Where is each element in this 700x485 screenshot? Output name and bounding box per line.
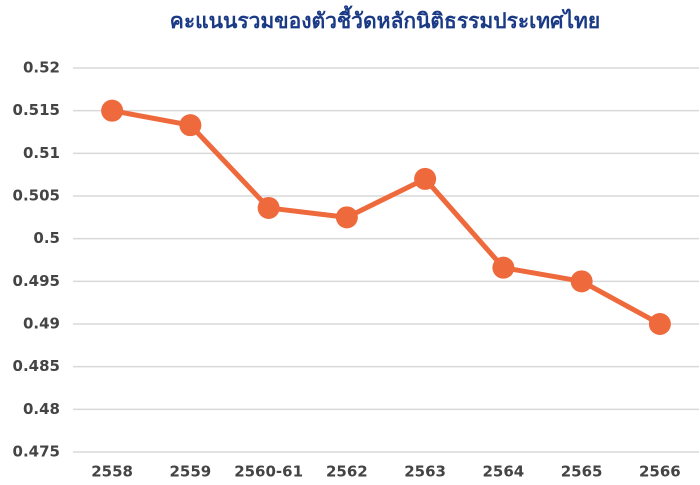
y-tick-label: 0.48 — [23, 400, 60, 418]
data-point — [492, 256, 515, 279]
data-point — [101, 99, 124, 122]
data-point — [257, 196, 280, 219]
y-tick-label: 0.5 — [33, 229, 60, 247]
y-tick-label: 0.495 — [13, 272, 60, 290]
data-point — [414, 167, 437, 190]
x-tick-label: 2560-61 — [234, 463, 303, 481]
data-point — [570, 270, 593, 293]
y-tick-label: 0.51 — [23, 144, 60, 162]
y-tick-label: 0.49 — [23, 315, 60, 333]
x-tick-label: 2564 — [483, 463, 525, 481]
y-tick-label: 0.475 — [13, 443, 60, 461]
x-tick-label: 2565 — [561, 463, 603, 481]
x-tick-label: 2566 — [639, 463, 681, 481]
y-tick-label: 0.515 — [13, 101, 60, 119]
x-tick-label: 2559 — [170, 463, 212, 481]
x-tick-label: 2558 — [91, 463, 133, 481]
y-tick-label: 0.485 — [13, 357, 60, 375]
y-tick-label: 0.505 — [13, 187, 60, 205]
data-point — [335, 206, 358, 229]
series-line — [111, 108, 662, 327]
data-point — [179, 114, 202, 137]
data-point — [648, 313, 671, 335]
chart-title: คะแนนรวมของตัวชี้วัดหลักนิติธรรมประเทศไท… — [170, 5, 600, 33]
x-tick-label: 2563 — [404, 463, 446, 481]
x-tick-label: 2562 — [326, 463, 368, 481]
y-tick-label: 0.52 — [23, 59, 60, 77]
